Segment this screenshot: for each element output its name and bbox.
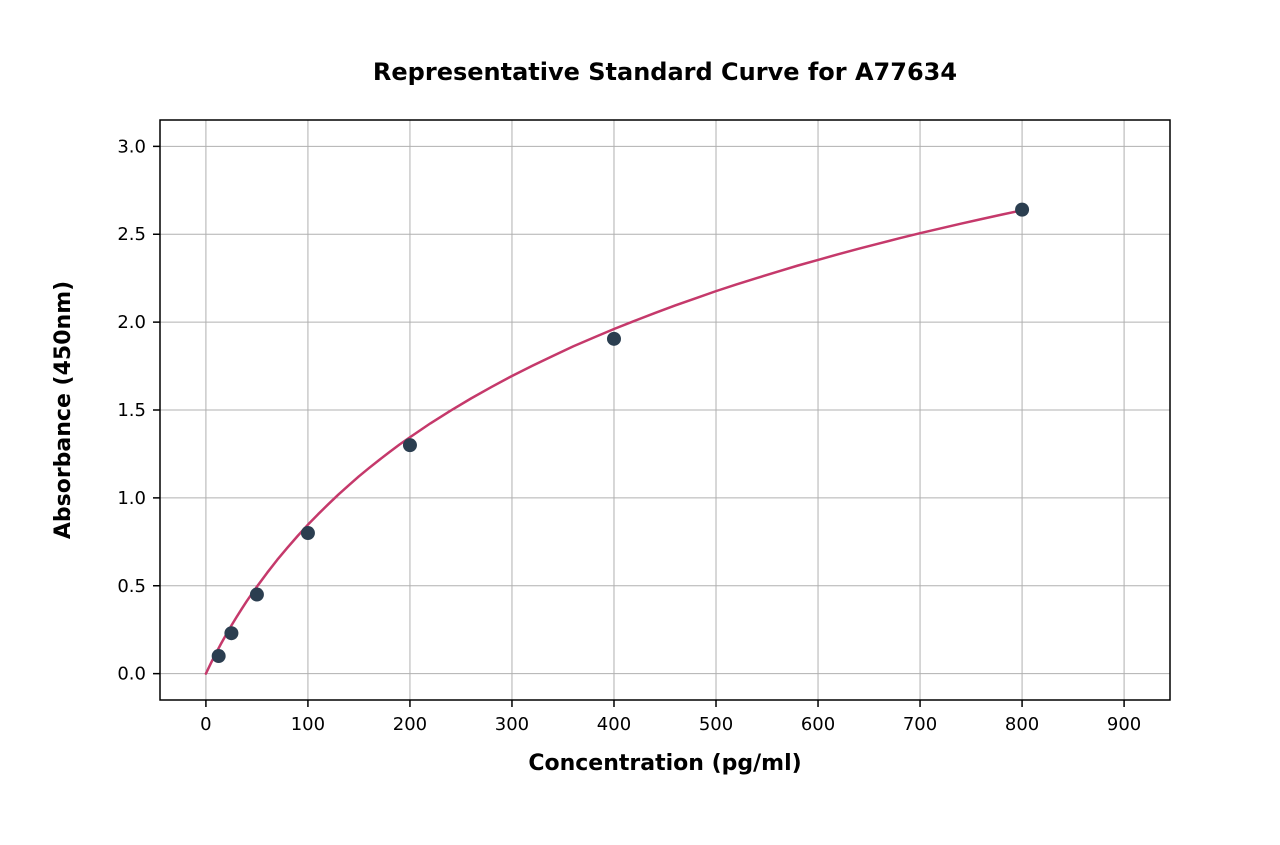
y-tick-label: 0.5 xyxy=(117,576,146,597)
data-point xyxy=(301,526,315,540)
data-point xyxy=(403,438,417,452)
data-point xyxy=(250,588,264,602)
data-point xyxy=(1015,203,1029,217)
x-tick-label: 600 xyxy=(801,714,835,735)
x-axis-label: Concentration (pg/ml) xyxy=(528,751,801,776)
x-tick-label: 100 xyxy=(291,714,325,735)
data-point xyxy=(212,649,226,663)
x-tick-label: 900 xyxy=(1107,714,1141,735)
y-tick-label: 2.5 xyxy=(117,224,146,245)
data-point xyxy=(224,626,238,640)
y-tick-label: 2.0 xyxy=(117,312,146,333)
x-tick-label: 500 xyxy=(699,714,733,735)
x-tick-label: 800 xyxy=(1005,714,1039,735)
y-tick-label: 1.5 xyxy=(117,400,146,421)
y-tick-label: 3.0 xyxy=(117,136,146,157)
y-tick-label: 0.0 xyxy=(117,664,146,685)
x-tick-label: 200 xyxy=(393,714,427,735)
y-tick-label: 1.0 xyxy=(117,488,146,509)
chart-title: Representative Standard Curve for A77634 xyxy=(373,58,957,86)
x-tick-label: 700 xyxy=(903,714,937,735)
x-tick-label: 300 xyxy=(495,714,529,735)
standard-curve-chart: 0 100 200 300 400 500 600 700 800 900 0.0 0.5 1.0 1.5… xyxy=(0,0,1280,845)
data-point xyxy=(607,332,621,346)
x-tick-label: 400 xyxy=(597,714,631,735)
chart-container: 0 100 200 300 400 500 600 700 800 900 0.0 0.5 1.0 1.5… xyxy=(0,0,1280,845)
y-axis-label: Absorbance (450nm) xyxy=(51,281,76,539)
x-tick-label: 0 xyxy=(200,714,211,735)
